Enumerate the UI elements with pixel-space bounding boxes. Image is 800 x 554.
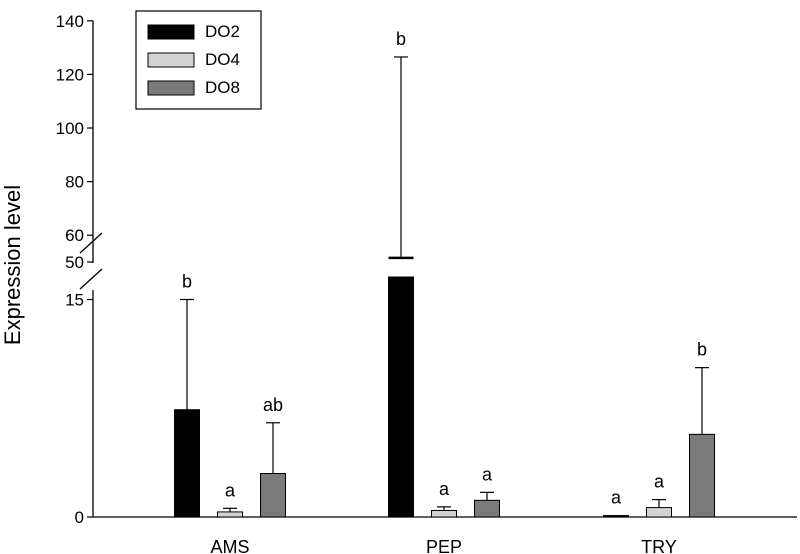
x-category-label: PEP [426,537,462,554]
bar-do2-pep [388,276,414,518]
legend-swatch [147,24,195,40]
y-tick-label: 0 [75,508,84,527]
legend-swatch [147,80,195,96]
y-tick-label: 100 [56,119,84,138]
significance-letter: a [225,480,236,500]
significance-letter: b [396,29,406,49]
legend-label: DO4 [205,50,240,69]
y-tick-label: 80 [65,173,84,192]
bar-do2-ams [174,409,200,518]
bar-do8-ams [260,473,286,518]
legend-swatch [147,52,195,68]
bar-do4-try [646,507,672,518]
bar-do8-try [689,433,715,518]
bar-do2-try [603,515,629,518]
x-category-labels: AMS PEP TRY [210,537,676,554]
axis-break-mark [79,268,103,290]
bar-top-segment [388,256,414,260]
y-axis-title: Expression level [0,185,25,345]
y-tick-label: 50 [65,253,84,272]
significance-letter: b [697,340,707,360]
significance-letter: a [439,479,450,499]
bar-do8-pep [474,499,500,518]
x-category-label: TRY [641,537,677,554]
significance-letter: ab [263,395,283,415]
legend: DO2 DO4 DO8 [135,10,262,110]
bars [174,256,715,518]
legend-label: DO2 [205,22,240,41]
x-category-label: AMS [210,537,249,554]
axis-break-mark [79,232,103,254]
significance-letter: a [654,472,665,492]
error-bars [180,56,709,512]
y-tick-label: 120 [56,65,84,84]
significance-letter: a [611,488,622,508]
bar-do4-pep [431,509,457,518]
y-tick-label: 60 [65,226,84,245]
y-ticks: 50 60 80 100 120 140 0 15 [56,12,93,527]
significance-letter: b [182,272,192,292]
y-tick-label: 15 [65,291,84,310]
legend-label: DO8 [205,78,240,97]
y-tick-label: 140 [56,12,84,31]
bar-do4-ams [217,511,243,518]
significance-letter: a [482,464,493,484]
